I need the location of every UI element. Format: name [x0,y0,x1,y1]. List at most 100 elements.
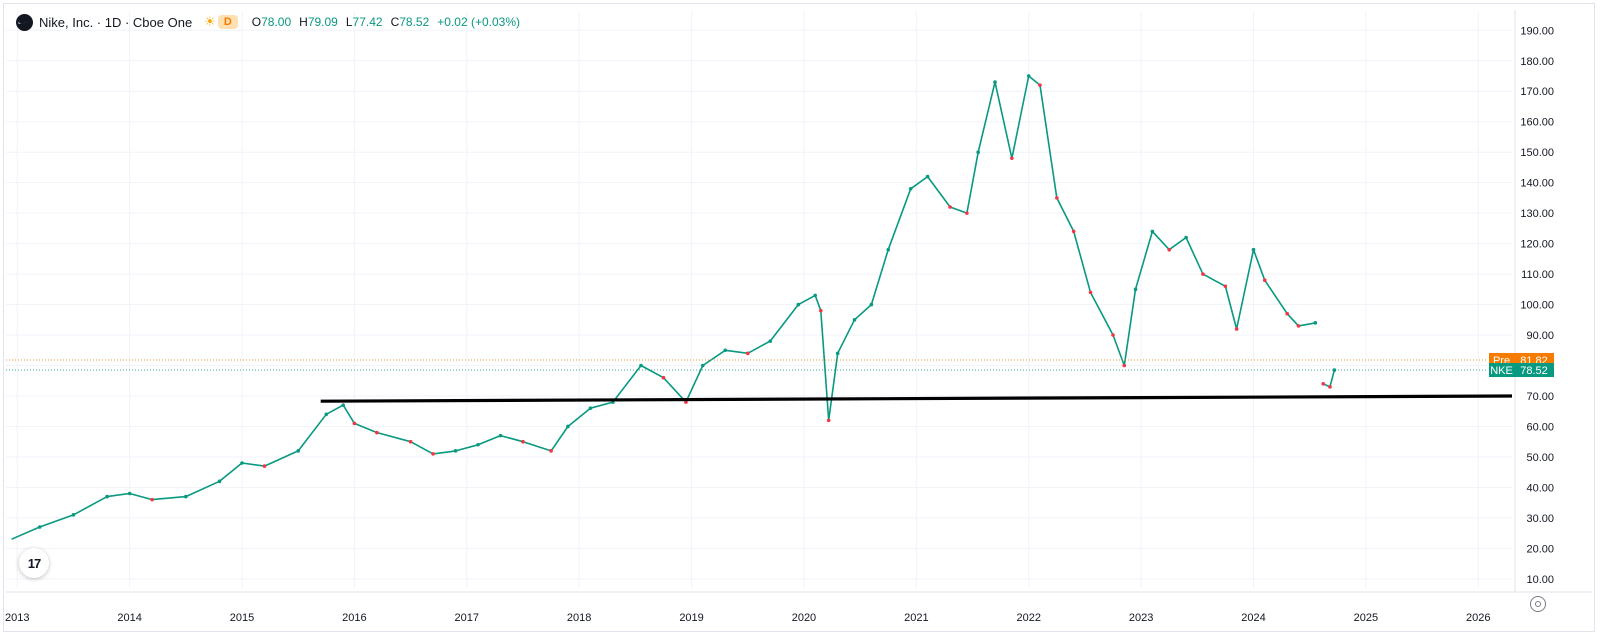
price-tick-label: 160.00 [1520,117,1554,129]
price-tick-label: 50.00 [1526,452,1554,464]
price-tick-label: 140.00 [1520,178,1554,190]
price-tag-label: NKE [1490,365,1513,377]
price-point [1167,247,1172,252]
price-point [375,430,379,435]
price-tick-label: 40.00 [1526,482,1554,494]
price-point [1122,363,1127,368]
price-point [908,186,913,191]
price-point [1251,247,1256,252]
trendline-layer [320,394,1513,403]
price-point [976,150,980,154]
year-tick-label: 2023 [1129,612,1153,624]
price-series [11,74,1337,540]
year-tick-label: 2025 [1354,612,1378,624]
price-point [993,80,997,84]
price-point [71,513,76,517]
price-tick-label: 60.00 [1526,421,1554,433]
tradingview-logo-icon[interactable]: 17 [19,548,49,578]
price-tick-label: 20.00 [1526,543,1554,555]
price-tick-label: 150.00 [1520,147,1554,159]
price-point [1111,333,1115,337]
price-point [588,406,593,410]
price-point [965,211,969,215]
price-point [1223,284,1228,289]
price-point [408,439,413,444]
price-point [826,418,831,423]
time-axis: 2013 2014 2015 2016 2017 2018 2019 2020 2021 2022… [5,591,1592,624]
price-tick-label: 90.00 [1526,330,1554,342]
price-point [352,421,357,426]
price-point [1150,229,1155,234]
price-tick-label: 70.00 [1526,391,1554,403]
change-value: +0.02 (+0.03%) [437,15,521,29]
support-trendline [320,394,1513,403]
price-point [566,424,570,429]
price-point [1313,321,1318,325]
year-tick-label: 2016 [342,612,366,624]
price-point [1262,278,1267,282]
year-tick-label: 2026 [1466,612,1490,624]
price-tick-label: 10.00 [1526,574,1554,586]
price-tag-value-box [1514,363,1554,378]
price-point [549,449,553,453]
price-point [796,302,801,307]
price-point [150,497,154,502]
year-tick-label: 2014 [117,612,141,624]
year-tick-label: 2024 [1241,612,1265,624]
price-point [341,403,345,407]
price-point [1071,229,1076,234]
price-point [639,363,643,368]
price-point [1201,272,1205,276]
price-point [819,308,823,313]
price-point [869,302,874,307]
price-point [1038,83,1042,87]
price-point [1055,196,1059,200]
price-point [1285,311,1290,316]
market-status-icon[interactable]: ☀ [204,14,216,29]
price-point [852,318,857,322]
price-point [217,479,222,484]
year-tick-label: 2015 [230,612,254,624]
price-point [498,433,503,438]
interval-badge[interactable]: D [217,15,238,29]
symbol-title[interactable]: Nike, Inc. · 1D · Cboe One [39,14,193,30]
low-value: L77.42 [345,15,383,29]
price-point [1234,327,1239,331]
price-point [127,491,132,496]
price-tick-label: 30.00 [1526,513,1554,525]
chart-frame [3,3,1595,632]
price-point [886,247,891,252]
price-point [431,452,435,456]
year-tick-label: 2021 [904,612,928,624]
price-point [37,525,42,529]
price-point [1133,287,1138,292]
price-point [262,464,267,468]
price-point [1184,235,1188,240]
price-tick-label: 130.00 [1520,208,1554,220]
price-tick-label: 170.00 [1520,86,1554,98]
year-tick-label: 2020 [792,612,816,624]
price-point [813,293,817,298]
settings-icon[interactable] [1530,596,1546,612]
price-point [701,363,705,368]
price-point [476,442,480,447]
price-point [324,412,329,417]
year-tick-label: 2018 [567,612,591,624]
price-tick-label: 120.00 [1520,239,1554,251]
price-point [835,351,840,356]
price-axis: 190.00 180.00 170.00 160.00 150.00 140.00 130.… [1514,10,1554,592]
year-tick-label: 2017 [455,612,479,624]
price-point [240,461,244,465]
price-point [925,174,930,179]
price-point [1296,324,1301,328]
symbol-legend: Nike, Inc. · 1D · Cboe One ☀ D O78.00 H7… [16,12,520,32]
price-tick-label: 110.00 [1521,269,1554,281]
price-point [1088,290,1093,295]
price-point [1328,385,1332,389]
price-point [745,351,750,356]
price-tick-label: 190.00 [1520,25,1554,37]
price-point [1321,382,1325,386]
price-point [768,339,773,343]
open-value: O78.00 [251,15,292,29]
